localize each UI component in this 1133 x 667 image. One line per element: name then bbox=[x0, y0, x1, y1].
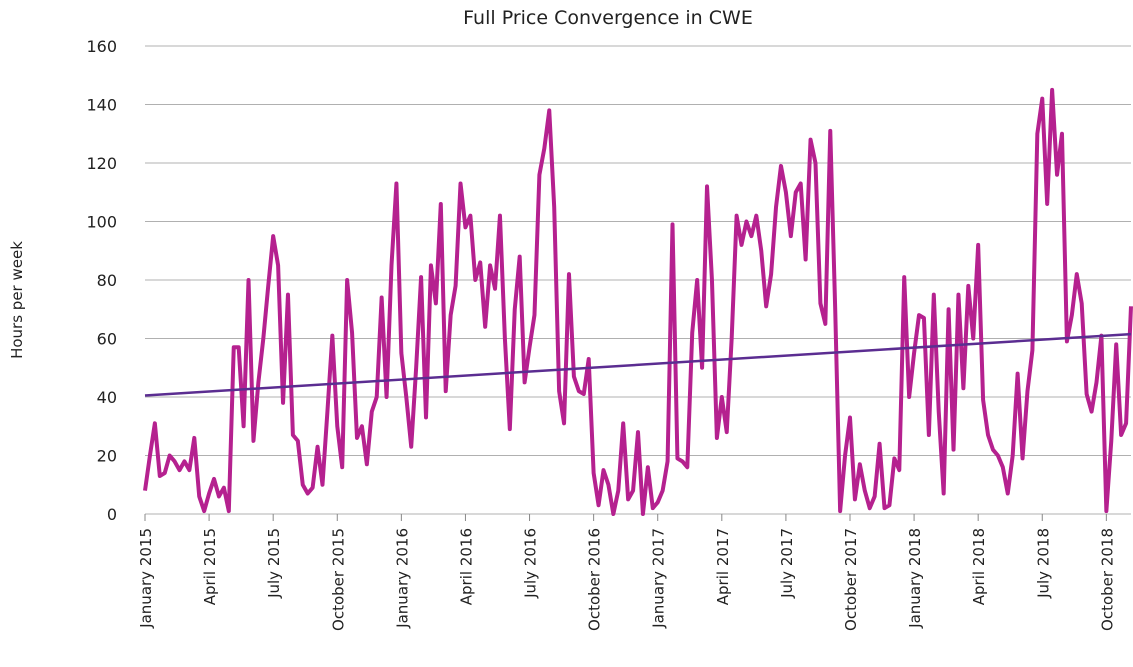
y-tick-label: 160 bbox=[86, 37, 117, 56]
x-tick-label: April 2015 bbox=[201, 528, 219, 605]
y-tick-label: 120 bbox=[86, 154, 117, 173]
x-tick-label: July 2016 bbox=[522, 528, 540, 599]
trend-line bbox=[144, 332, 1132, 397]
x-tick-label: July 2017 bbox=[778, 528, 796, 599]
y-tick-label: 60 bbox=[97, 330, 117, 349]
x-tick-label: July 2015 bbox=[265, 528, 283, 599]
x-tick-label: April 2016 bbox=[457, 528, 475, 605]
y-tick-label: 80 bbox=[97, 271, 117, 290]
x-tick-label: January 2015 bbox=[137, 528, 155, 629]
data-line bbox=[143, 87, 1133, 516]
y-tick-label: 140 bbox=[86, 96, 117, 115]
chart-title: Full Price Convergence in CWE bbox=[463, 7, 753, 29]
y-tick-label: 40 bbox=[97, 388, 117, 407]
x-tick-label: January 2017 bbox=[650, 528, 668, 629]
x-tick-label: October 2016 bbox=[586, 528, 604, 631]
y-tick-label: 100 bbox=[86, 213, 117, 232]
x-tick-label: October 2015 bbox=[329, 528, 347, 631]
x-tick-label: July 2018 bbox=[1034, 528, 1052, 599]
x-tick-label: January 2016 bbox=[393, 528, 411, 629]
y-tick-label: 20 bbox=[97, 447, 117, 466]
x-tick-label: October 2017 bbox=[842, 528, 860, 631]
x-tick-label: October 2018 bbox=[1098, 528, 1116, 631]
x-tick-label: January 2018 bbox=[906, 528, 924, 629]
y-axis-label: Hours per week bbox=[8, 241, 26, 359]
y-tick-label: 0 bbox=[107, 505, 117, 524]
x-tick-label: April 2018 bbox=[970, 528, 988, 605]
x-tick-label: April 2017 bbox=[714, 528, 732, 605]
